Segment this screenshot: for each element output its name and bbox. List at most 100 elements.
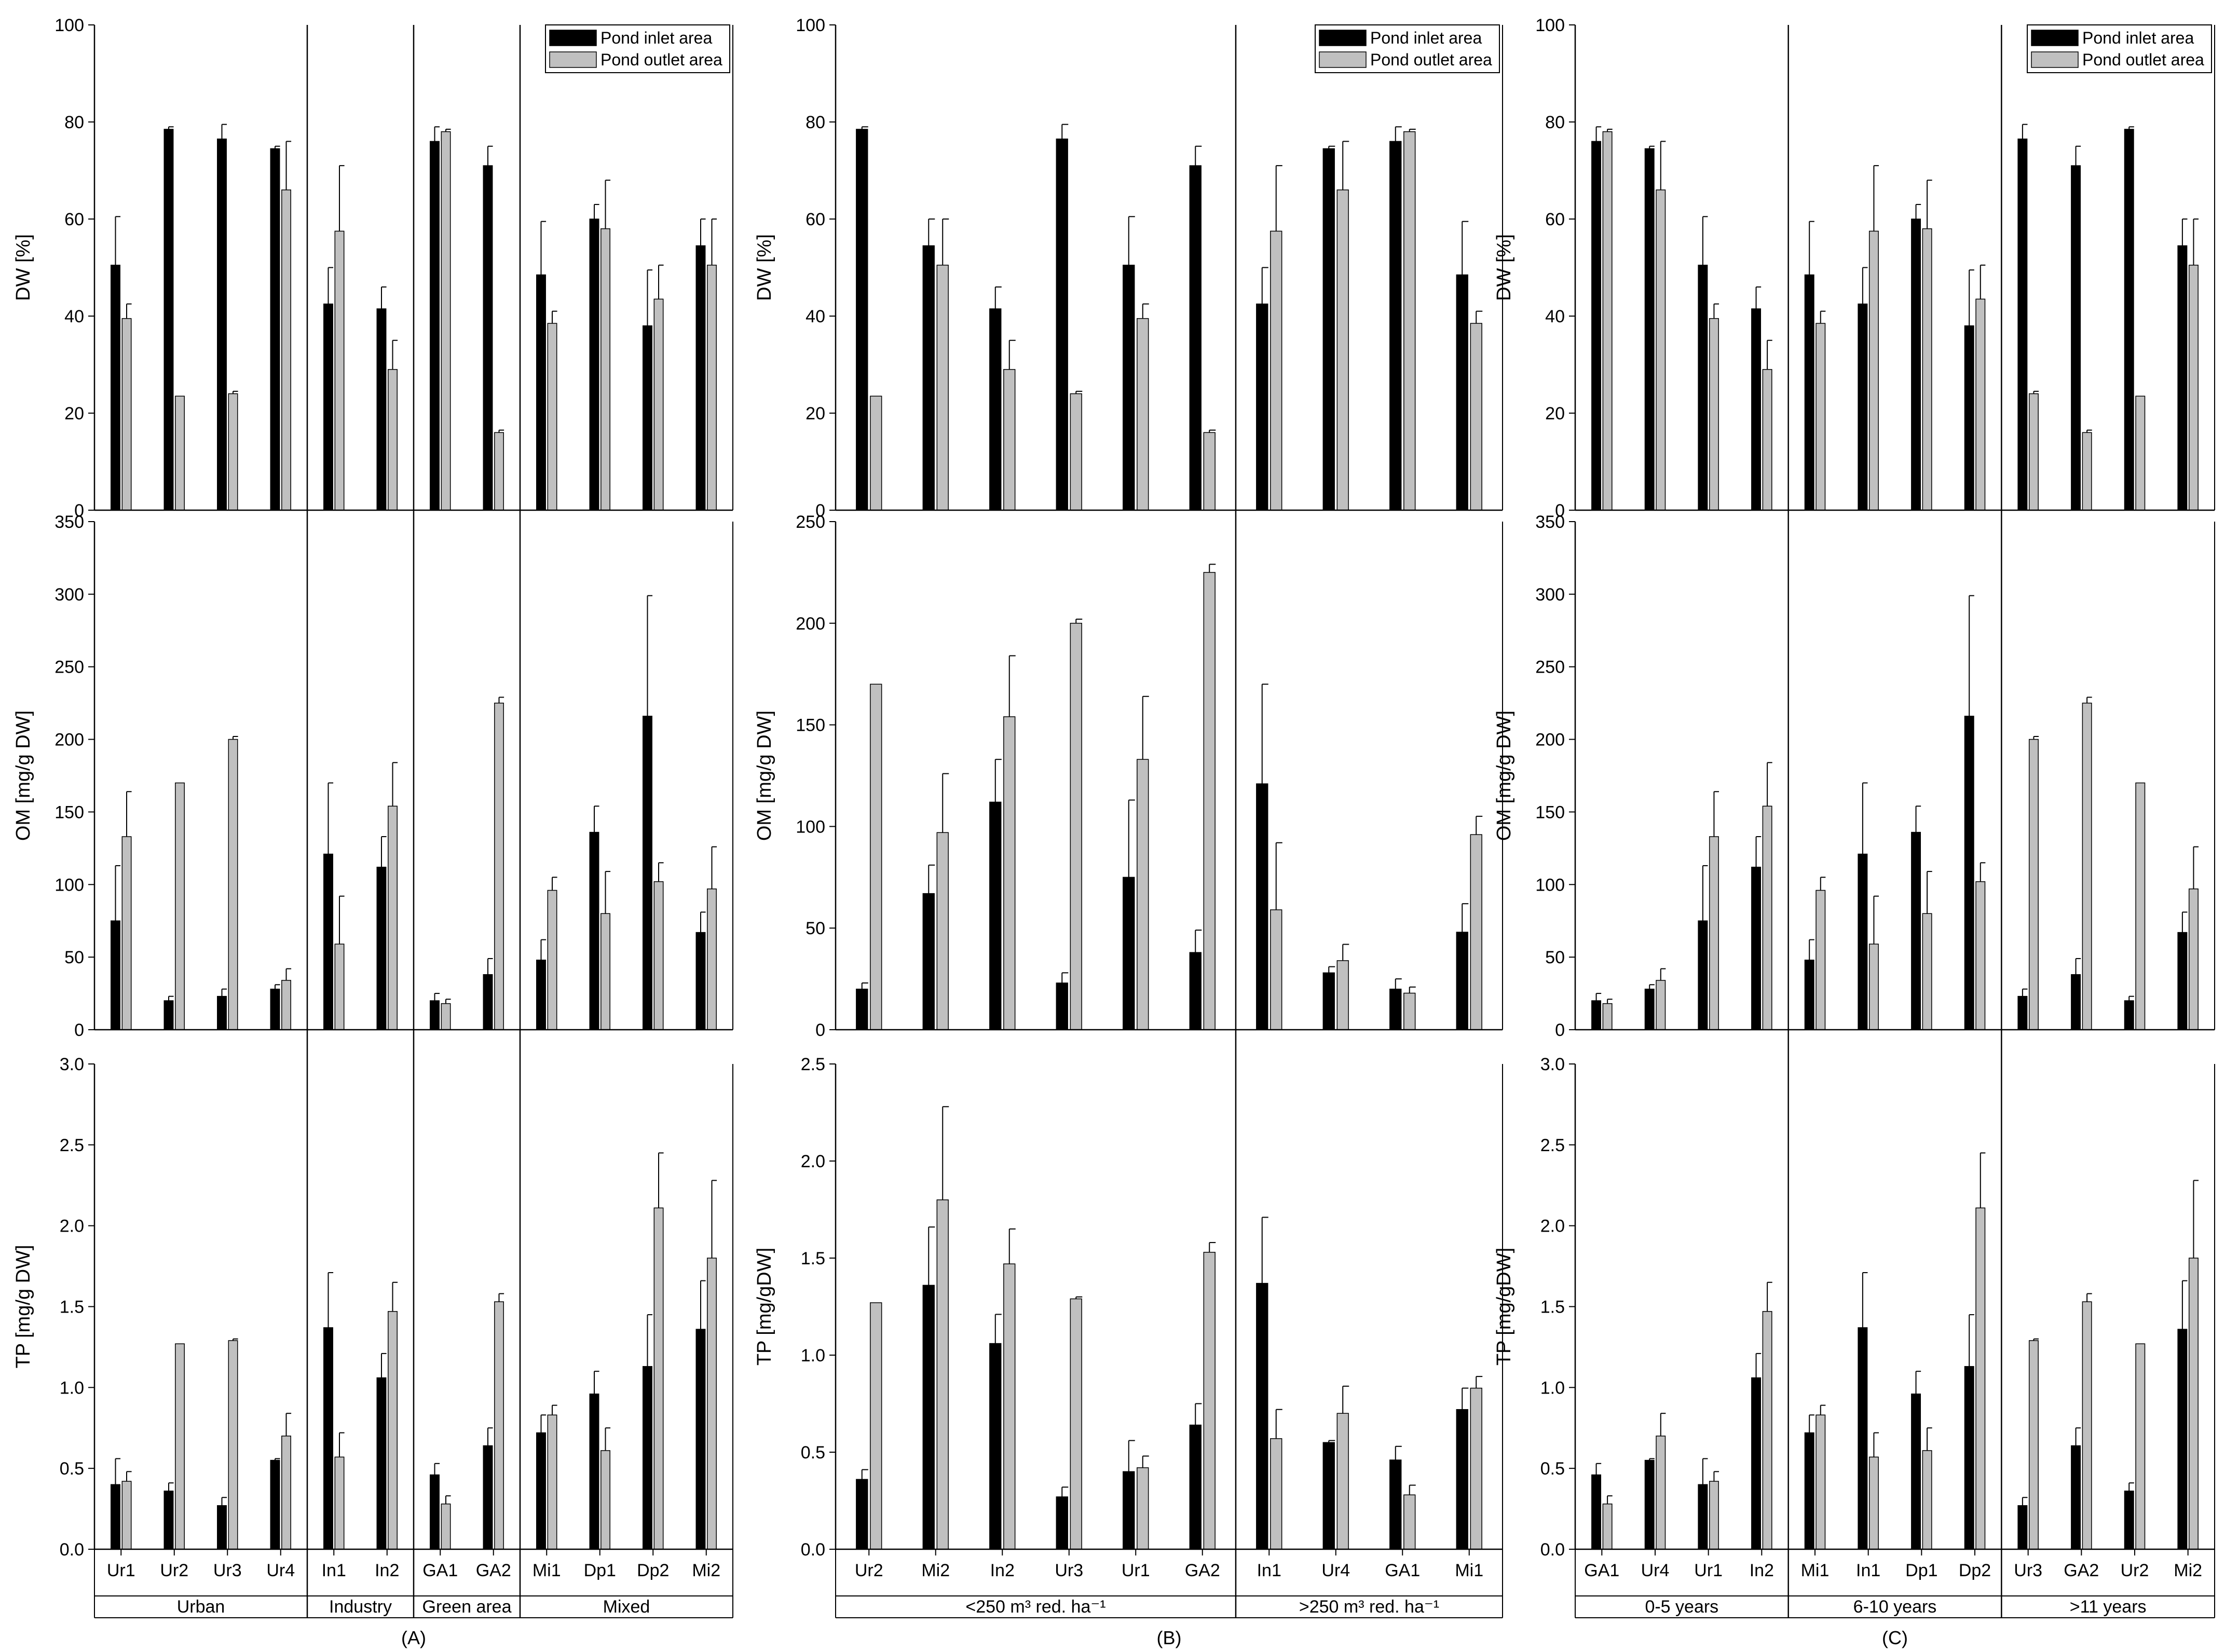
y-axis-label: TP [mg/gDW]	[1493, 1248, 1515, 1366]
x-tick-label: Ur4	[1321, 1561, 1350, 1580]
bar-outlet	[1470, 1387, 1482, 1550]
bar-outlet	[2135, 782, 2146, 1030]
y-tick-label: 1.0	[1540, 1378, 1565, 1398]
bar-inlet	[2177, 245, 2188, 511]
bar-outlet	[600, 1450, 610, 1550]
y-tick-label: 60	[64, 210, 84, 229]
bar-inlet	[2071, 165, 2081, 511]
bar-inlet	[1456, 932, 1468, 1030]
bar-outlet	[1709, 836, 1719, 1030]
bar-outlet	[441, 131, 451, 511]
bar-outlet	[334, 944, 345, 1030]
y-axis-label: OM [mg/g DW]	[1493, 711, 1515, 841]
bar-inlet	[1644, 1459, 1655, 1550]
y-tick-label: 0.5	[60, 1459, 84, 1479]
bar-outlet	[1709, 1481, 1719, 1550]
bar-inlet	[643, 1366, 652, 1550]
y-tick-label: 0.0	[801, 1540, 825, 1560]
bar-outlet	[547, 323, 557, 511]
bar-inlet	[989, 801, 1002, 1030]
bar-inlet	[695, 932, 706, 1030]
bar-inlet	[323, 1327, 333, 1550]
bar-outlet	[388, 369, 398, 511]
legend-swatch-outlet	[2031, 51, 2079, 68]
y-tick-label: 2.5	[60, 1136, 84, 1155]
bar-outlet	[1270, 1438, 1282, 1550]
group-label: Green area	[422, 1597, 512, 1617]
bar-inlet	[111, 265, 120, 511]
x-tick-label: In2	[375, 1561, 399, 1580]
panel-label: (A)	[401, 1627, 426, 1648]
bar-inlet	[1964, 1366, 1974, 1550]
bar-inlet	[856, 1479, 868, 1550]
bar-outlet	[707, 265, 717, 511]
bar-outlet	[1975, 298, 1986, 511]
bar-inlet	[2124, 129, 2134, 511]
y-tick-label: 60	[1545, 210, 1565, 229]
bar-outlet	[870, 1302, 882, 1550]
bar-outlet	[175, 1343, 185, 1550]
bar-outlet	[1070, 393, 1082, 511]
legend-swatch-inlet	[549, 30, 597, 46]
x-tick-label: Ur3	[1055, 1561, 1083, 1580]
x-tick-label: GA2	[1185, 1561, 1220, 1580]
bar-inlet	[536, 959, 546, 1030]
y-axis-label: TP [mg/g DW]	[12, 1245, 34, 1369]
bar-outlet	[1070, 623, 1082, 1030]
x-tick-label: GA1	[1385, 1561, 1420, 1580]
bar-outlet	[2188, 265, 2199, 511]
bar-inlet	[376, 1377, 387, 1550]
x-tick-label: Dp1	[584, 1561, 616, 1580]
bar-inlet	[217, 1505, 227, 1550]
y-tick-label: 60	[806, 210, 825, 229]
bar-outlet	[1656, 189, 1666, 511]
y-tick-label: 0.5	[801, 1443, 825, 1463]
bar-inlet	[695, 1329, 706, 1550]
bar-outlet	[1137, 1467, 1149, 1550]
y-tick-label: 200	[1535, 730, 1565, 750]
bar-outlet	[707, 1258, 717, 1550]
bar-inlet	[1322, 972, 1335, 1030]
bar-inlet	[163, 1491, 174, 1550]
legend-label-inlet: Pond inlet area	[2082, 29, 2194, 47]
bar-outlet	[175, 782, 185, 1030]
bar-outlet	[121, 836, 132, 1030]
y-tick-label: 80	[1545, 113, 1565, 132]
bar-inlet	[270, 988, 280, 1030]
bar-outlet	[547, 890, 557, 1030]
bar-outlet	[870, 395, 882, 511]
bar-inlet	[1804, 959, 1814, 1030]
y-tick-label: 100	[796, 817, 825, 837]
x-tick-label: Mi2	[692, 1561, 720, 1580]
bar-inlet	[1591, 1474, 1602, 1550]
bar-outlet	[1656, 980, 1666, 1030]
bar-outlet	[1602, 1503, 1613, 1550]
bar-inlet	[163, 129, 174, 511]
bar-inlet	[111, 1484, 120, 1550]
bar-outlet	[121, 1481, 132, 1550]
x-tick-label: Ur2	[160, 1561, 188, 1580]
bar-inlet	[1056, 1496, 1068, 1550]
bar-inlet	[643, 325, 652, 511]
bar-outlet	[707, 888, 717, 1030]
y-axis-label: DW [%]	[1493, 234, 1515, 301]
bar-inlet	[695, 245, 706, 511]
bar-outlet	[2135, 1343, 2146, 1550]
bar-outlet	[2082, 1301, 2092, 1550]
bar-inlet	[922, 893, 935, 1030]
chart-panel-1: 0 20 40 60 80 100 DW [%] 0 50 100 150 200 250 300 350 O…	[12, 16, 733, 1648]
bar-inlet	[643, 716, 652, 1030]
bar-outlet	[1709, 318, 1719, 511]
bar-outlet	[1470, 834, 1482, 1030]
bar-outlet	[2135, 395, 2146, 511]
x-tick-label: Dp2	[1959, 1561, 1991, 1580]
bar-outlet	[653, 298, 664, 511]
bar-inlet	[376, 866, 387, 1030]
bar-inlet	[1256, 783, 1268, 1030]
bar-inlet	[589, 831, 599, 1030]
bar-inlet	[270, 148, 280, 511]
bar-outlet	[1270, 909, 1282, 1030]
bar-inlet	[1322, 1442, 1335, 1550]
bar-outlet	[1975, 1207, 1986, 1550]
